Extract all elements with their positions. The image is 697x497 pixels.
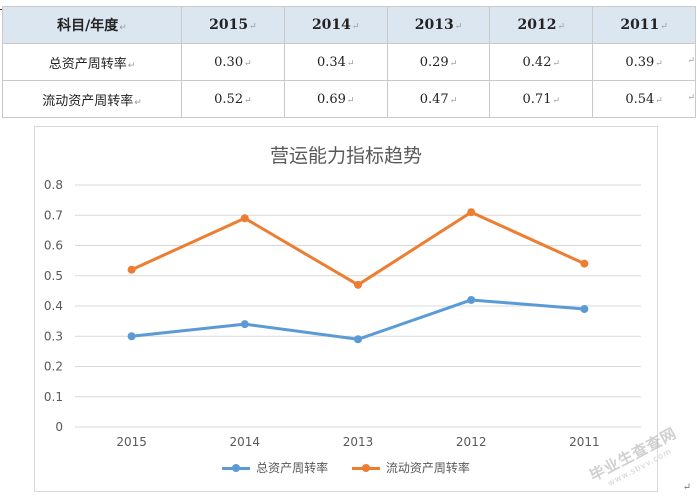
- x-tick-label: 2014: [230, 435, 261, 449]
- row-label: 流动资产周转率↵: [2, 80, 182, 118]
- table-cell: 0.29↵: [386, 43, 491, 81]
- table-cell: 0.39↵: [592, 43, 696, 81]
- table-cell: 0.54↵: [592, 80, 696, 118]
- data-point: [580, 305, 589, 314]
- table-cell: 0.42↵: [489, 43, 594, 81]
- chart-plot-area: 0 0.1 0.2 0.3 0.4 0.5 0.6 0.7 0.8 2015 2014 2013 201…: [44, 178, 641, 449]
- table-cell: 0.47↵: [386, 80, 491, 118]
- data-point: [240, 214, 249, 223]
- table-cell: 0.30↵: [181, 43, 285, 81]
- table-row: 总资产周转率↵ 0.30↵ 0.34↵ 0.29↵ 0.42↵ 0.39↵: [2, 43, 696, 81]
- header-cell-year: 2012↵: [489, 6, 594, 44]
- data-point: [354, 335, 362, 344]
- data-point: [127, 332, 136, 341]
- y-tick-label: 0.6: [44, 239, 63, 253]
- x-tick-label: 2012: [456, 435, 487, 449]
- x-tick-label: 2013: [343, 435, 374, 449]
- y-tick-label: 0.7: [44, 208, 63, 222]
- data-point: [127, 265, 136, 274]
- header-cell-subject: 科目/年度↵: [2, 6, 182, 44]
- table-cell: 0.34↵: [283, 43, 388, 81]
- y-tick-label: 0.4: [44, 299, 63, 313]
- data-point: [467, 208, 476, 217]
- data-point: [467, 295, 476, 304]
- x-tick-label: 2011: [569, 435, 600, 449]
- legend-item-current-asset: 流动资产周转率: [351, 459, 470, 476]
- paragraph-mark: ↵: [682, 482, 691, 493]
- header-cell-year: 2015↵: [181, 6, 285, 44]
- table-cell: 0.52↵: [181, 80, 285, 118]
- y-tick-label: 0.8: [44, 178, 63, 192]
- x-tick-label: 2015: [116, 435, 147, 449]
- row-end-mark: ↵: [687, 93, 695, 103]
- y-tick-label: 0: [55, 420, 63, 434]
- y-tick-label: 0.5: [44, 269, 63, 283]
- turnover-table: 科目/年度↵ 2015↵ 2014↵ 2013↵ 2012↵ 2011↵ 总资产…: [2, 6, 696, 118]
- header-cell-year: 2014↵: [283, 6, 388, 44]
- row-end-mark: ↵: [687, 56, 695, 66]
- legend-swatch-orange: [351, 464, 380, 472]
- table-cell: 0.71↵: [489, 80, 594, 118]
- y-tick-label: 0.1: [44, 390, 63, 404]
- operating-capacity-chart: 营运能力指标趋势 0 0.1 0.2 0.3 0.4 0.5 0.6 0.7 0.8 2015 20…: [34, 126, 658, 492]
- chart-legend: 总资产周转率 流动资产周转率: [35, 459, 657, 476]
- data-point: [580, 259, 589, 268]
- header-cell-year: 2013↵: [386, 6, 491, 44]
- y-tick-label: 0.2: [44, 360, 63, 374]
- chart-title: 营运能力指标趋势: [269, 145, 422, 167]
- series-line-2: [130, 210, 586, 287]
- data-point: [354, 280, 362, 289]
- header-cell-year: 2011↵: [592, 6, 696, 44]
- y-tick-label: 0.3: [44, 329, 63, 343]
- table-row: 流动资产周转率↵ 0.52↵ 0.69↵ 0.47↵ 0.71↵ 0.54↵: [2, 80, 696, 118]
- legend-item-total-asset: 总资产周转率: [222, 459, 328, 476]
- legend-swatch-blue: [222, 464, 251, 472]
- table-cell: 0.69↵: [283, 80, 388, 118]
- row-label: 总资产周转率↵: [2, 43, 182, 81]
- data-point: [240, 320, 249, 329]
- table-header-row: 科目/年度↵ 2015↵ 2014↵ 2013↵ 2012↵ 2011↵: [2, 6, 696, 44]
